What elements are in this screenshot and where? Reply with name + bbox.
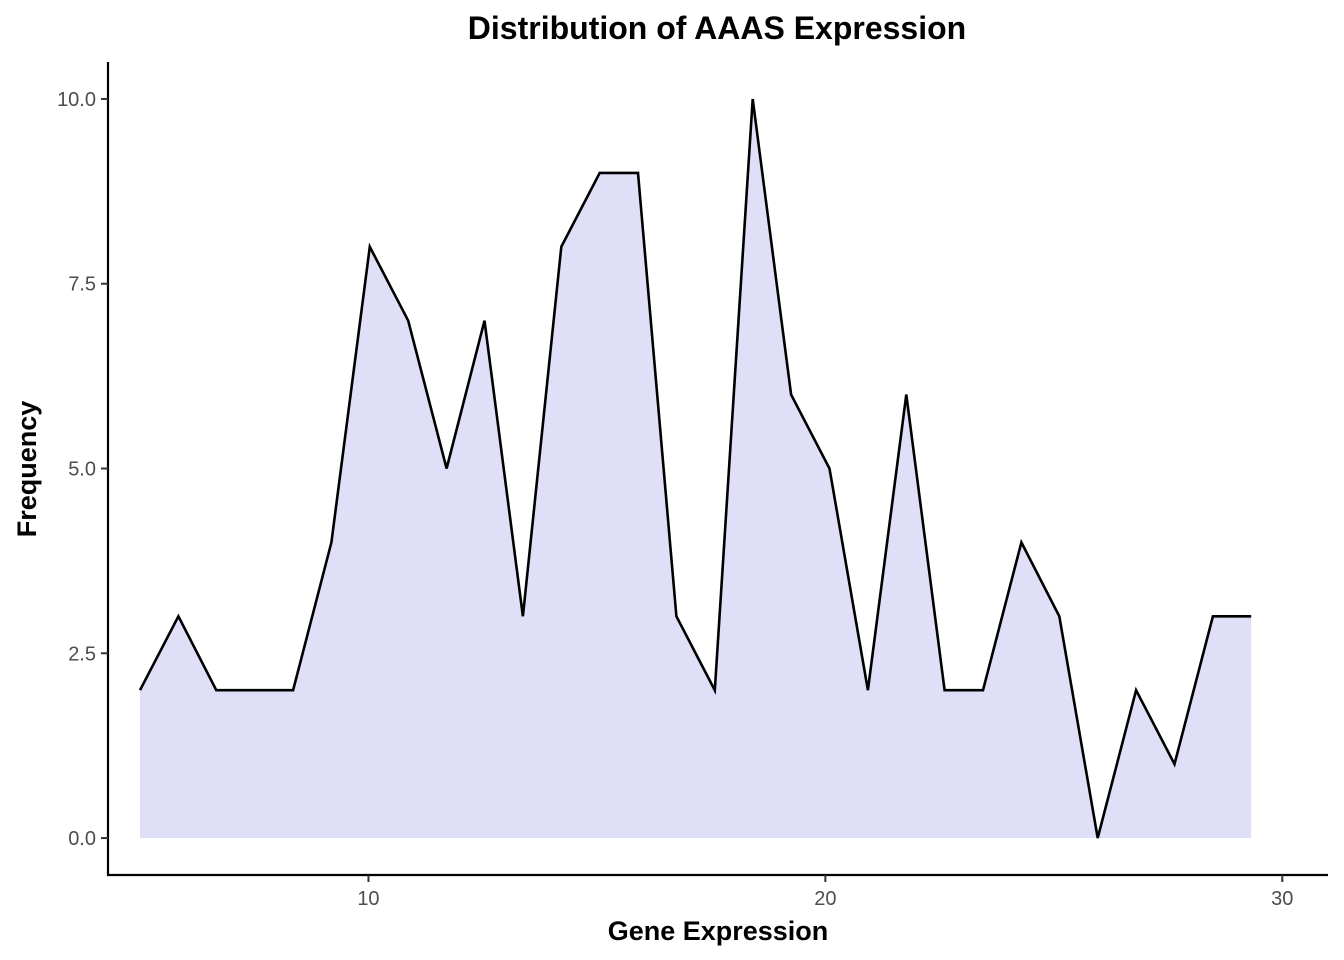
y-tick-label: 0.0 (68, 828, 96, 850)
series-line (138, 98, 1252, 839)
y-axis: 0.0 2.5 5.0 7.5 10.0 (57, 62, 110, 876)
y-axis-title: Frequency (12, 401, 42, 538)
y-tick-label: 7.5 (68, 274, 96, 296)
chart-title: Distribution of AAAS Expression (468, 10, 966, 46)
x-axis: 10 20 30 (107, 873, 1328, 910)
y-tick-label: 10.0 (57, 89, 96, 111)
x-tick-label: 30 (1271, 888, 1293, 910)
x-tick-label: 20 (814, 888, 836, 910)
x-tick-label: 10 (357, 888, 379, 910)
y-tick-label: 2.5 (68, 643, 96, 665)
plot-area (138, 98, 1252, 839)
area-fill (140, 99, 1252, 838)
x-axis-title: Gene Expression (608, 916, 829, 946)
y-tick-label: 5.0 (68, 459, 96, 481)
